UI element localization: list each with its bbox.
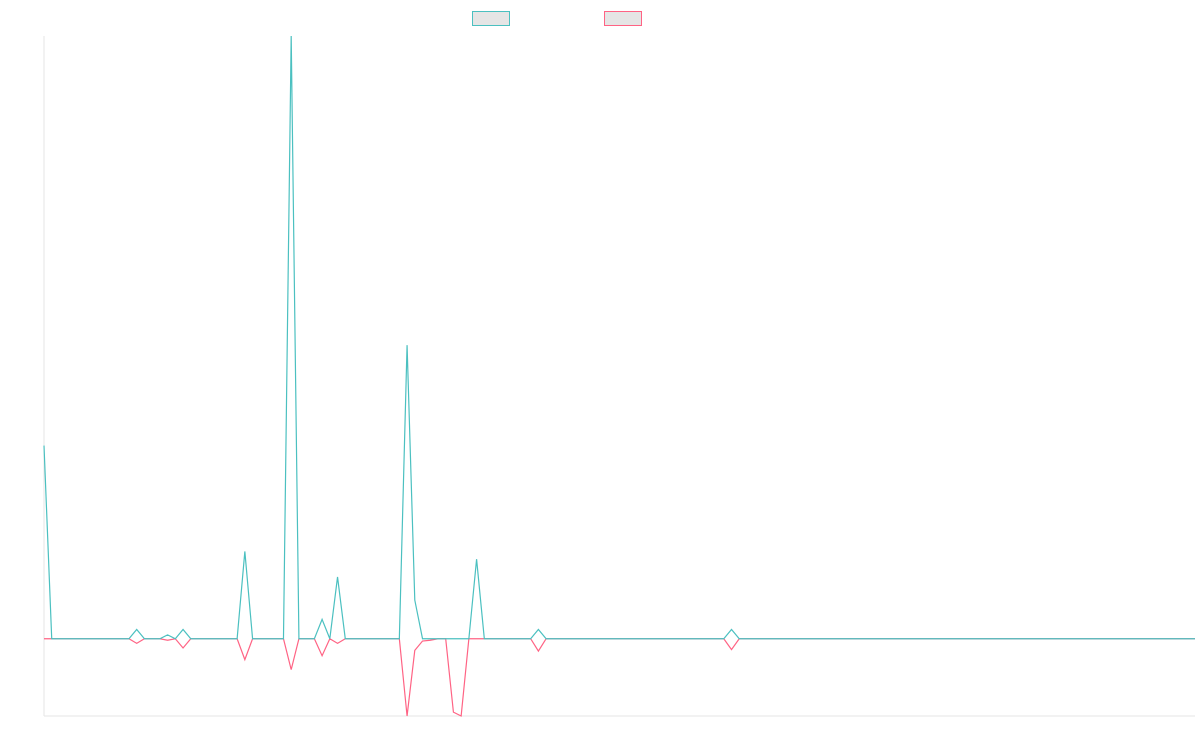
- legend-item-pink[interactable]: [604, 9, 648, 27]
- legend-swatch-teal: [472, 10, 510, 26]
- legend-swatch-pink: [604, 10, 642, 26]
- series-line-pink[interactable]: [44, 637, 1195, 717]
- series-line-teal[interactable]: [43, 35, 1195, 640]
- legend-item-teal[interactable]: [472, 9, 516, 27]
- chart-legend: [0, 9, 1200, 27]
